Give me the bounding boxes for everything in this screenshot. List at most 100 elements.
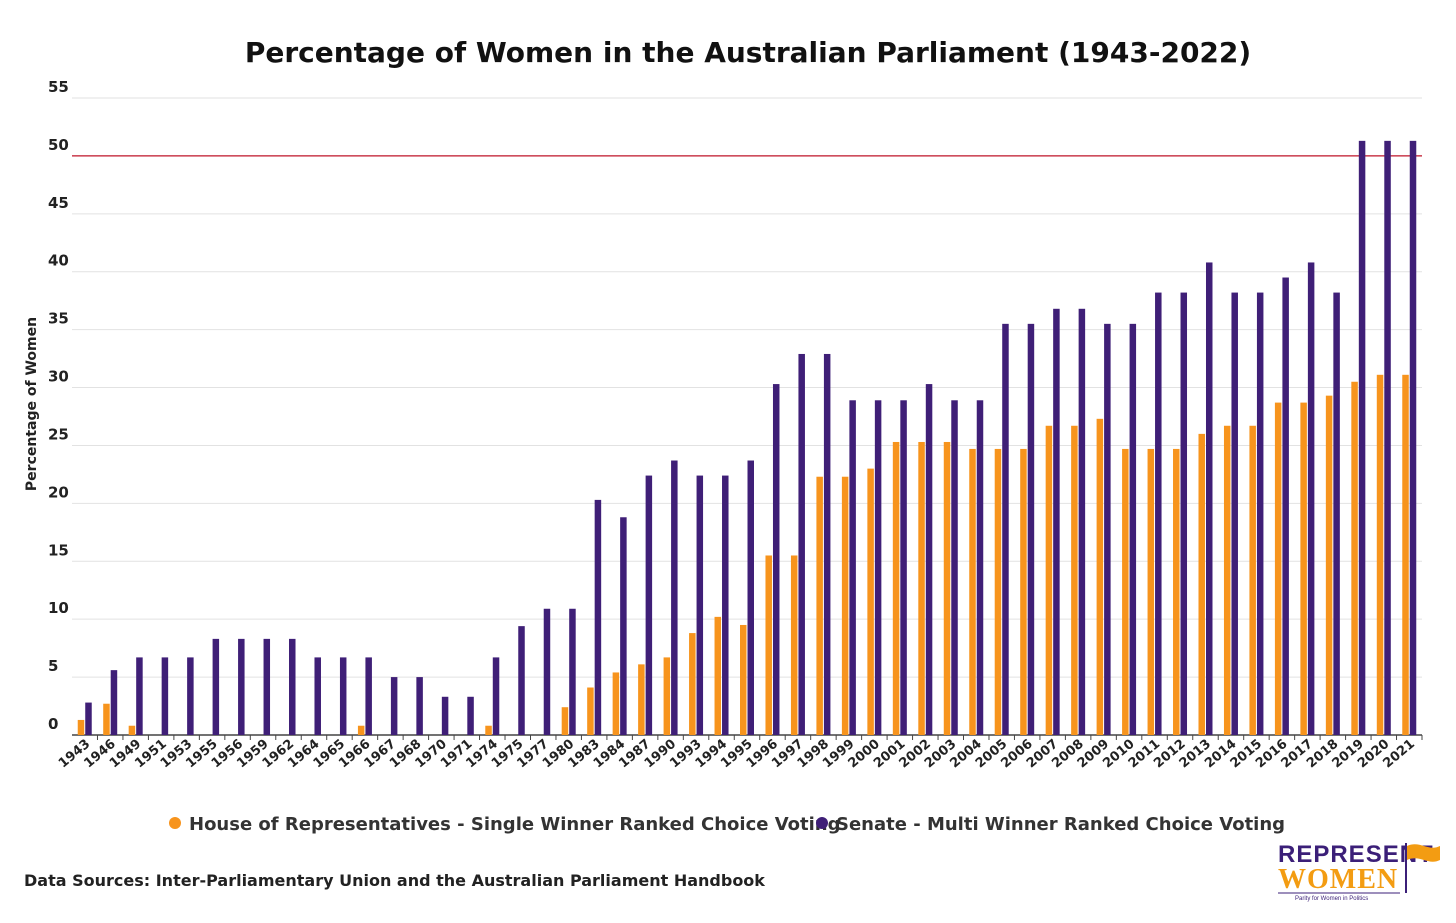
bar-house	[357, 725, 365, 735]
bar-house	[765, 555, 772, 735]
bar-senate	[1155, 292, 1162, 735]
bar-house	[1071, 425, 1078, 735]
bar-senate	[1384, 140, 1391, 735]
bar-senate	[416, 677, 423, 735]
bar-house	[1173, 448, 1180, 735]
bar-senate	[569, 608, 576, 735]
bar-house	[1325, 395, 1333, 735]
bar-house	[816, 476, 823, 735]
bar-senate	[1256, 292, 1264, 735]
bar-house	[994, 448, 1002, 735]
legend-label-senate: Senate - Multi Winner Ranked Choice Voti…	[836, 814, 1285, 835]
bar-senate	[339, 657, 347, 735]
bar-senate	[467, 696, 474, 735]
legend-marker-house	[169, 817, 181, 829]
bar-senate	[1078, 308, 1086, 735]
bar-senate	[136, 657, 143, 735]
bar-house	[943, 441, 951, 735]
bar-senate	[1027, 323, 1035, 735]
chart-title: Percentage of Women in the Australian Pa…	[245, 36, 1251, 69]
bar-senate	[722, 475, 729, 735]
bar-house	[1376, 374, 1384, 735]
bar-senate	[441, 696, 449, 735]
bar-senate	[976, 400, 984, 735]
bar-senate	[747, 460, 754, 735]
bar-house	[1249, 425, 1256, 735]
bar-house	[918, 441, 925, 735]
bar-senate	[925, 384, 933, 735]
bar-house	[587, 687, 594, 735]
bar-senate	[1358, 140, 1366, 735]
x-axis-ticks: 1943194619491951195319551956195919621964…	[56, 735, 1423, 771]
bar-senate	[594, 499, 602, 735]
bar-senate	[390, 677, 398, 735]
y-tick-label: 55	[48, 78, 69, 96]
bar-house	[612, 672, 620, 735]
bar-senate	[314, 657, 321, 735]
bar-house	[1020, 448, 1027, 735]
bar-senate	[696, 475, 704, 735]
bar-house	[1122, 448, 1129, 735]
legend-label-house: House of Representatives - Single Winner…	[189, 814, 841, 835]
bar-house	[1198, 433, 1205, 735]
bar-house	[790, 555, 798, 735]
bar-senate	[1129, 323, 1137, 735]
bar-house	[969, 448, 976, 735]
bar-house	[128, 725, 136, 735]
gridlines	[72, 97, 1422, 736]
bar-house	[892, 441, 900, 735]
bar-senate	[238, 638, 245, 735]
bar-house	[1351, 381, 1358, 735]
bar-senate	[518, 626, 525, 735]
bar-senate	[212, 638, 220, 735]
bar-senate	[161, 657, 169, 735]
bars	[77, 140, 1417, 735]
y-tick-label: 45	[48, 194, 69, 212]
bar-senate	[492, 657, 500, 735]
bar-house	[714, 616, 722, 735]
bar-senate	[1333, 292, 1340, 735]
y-tick-label: 5	[48, 657, 58, 675]
bar-house	[1274, 402, 1282, 735]
bar-senate	[365, 657, 372, 735]
bar-senate	[671, 460, 678, 735]
bar-senate	[1231, 292, 1238, 735]
bar-house	[103, 703, 110, 735]
bar-senate	[289, 638, 296, 735]
bar-senate	[823, 353, 831, 735]
y-tick-label: 0	[48, 715, 58, 733]
bar-senate	[187, 657, 194, 735]
bar-senate	[772, 384, 780, 735]
y-tick-label: 20	[48, 483, 69, 501]
bar-senate	[849, 400, 856, 735]
bar-senate	[798, 353, 805, 735]
bar-house	[867, 468, 874, 735]
legend: House of Representatives - Single Winner…	[169, 814, 1285, 835]
y-axis-label: Percentage of Women	[24, 317, 40, 491]
y-axis-ticks: 0 5 10 15 20 25 30 35 40 45 50 55	[48, 78, 69, 733]
y-tick-label: 30	[48, 368, 69, 386]
flag-icon	[1407, 844, 1440, 862]
bar-house	[663, 657, 671, 735]
bar-senate	[1053, 308, 1060, 735]
bar-senate	[1180, 292, 1188, 735]
bar-senate	[110, 670, 118, 735]
bar-house	[841, 476, 849, 735]
bar-house	[1147, 448, 1155, 735]
logo-tagline: Parity for Women in Politics	[1295, 896, 1368, 902]
bar-senate	[1002, 323, 1009, 735]
bar-house	[740, 624, 747, 735]
bar-senate	[1205, 262, 1213, 735]
bar-senate	[1104, 323, 1111, 735]
bar-house	[1096, 418, 1104, 735]
data-source-note: Data Sources: Inter-Parliamentary Union …	[24, 871, 765, 890]
y-tick-label: 25	[48, 425, 69, 443]
y-tick-label: 50	[48, 136, 69, 154]
bar-house	[1223, 425, 1231, 735]
bar-house	[1402, 374, 1409, 735]
bar-house	[689, 633, 696, 735]
bar-senate	[543, 608, 551, 735]
bar-senate	[1282, 277, 1289, 735]
bar-house	[1045, 425, 1053, 735]
